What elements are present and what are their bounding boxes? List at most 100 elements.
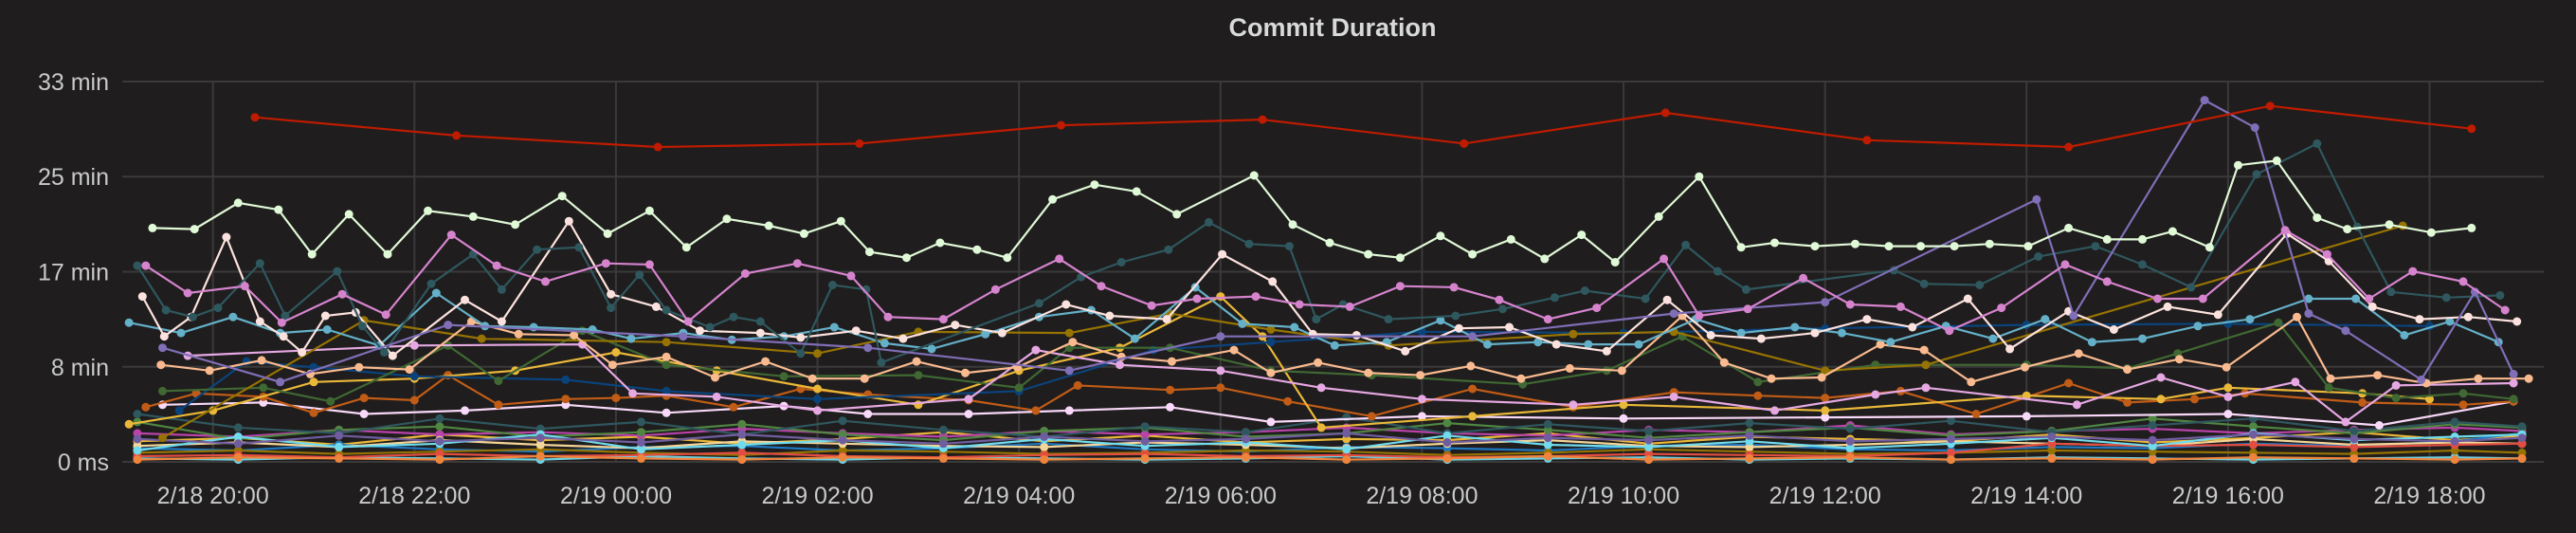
series-line [162, 321, 2514, 403]
data-point [2222, 362, 2231, 372]
data-point [737, 419, 747, 429]
data-point [2148, 414, 2157, 423]
data-point [846, 271, 856, 281]
data-point [1068, 338, 1078, 347]
data-point [2341, 417, 2350, 427]
data-point [1719, 358, 1729, 367]
data-point [1947, 434, 1955, 444]
data-point [452, 131, 462, 140]
data-point [133, 261, 142, 270]
data-point [494, 377, 503, 386]
x-tick-label: 2/19 06:00 [1165, 483, 1277, 509]
data-point [637, 438, 645, 447]
data-point [662, 305, 671, 315]
data-point [326, 396, 336, 406]
data-point [1395, 282, 1405, 291]
data-point [561, 395, 571, 404]
data-point [156, 360, 166, 370]
data-point [426, 279, 436, 288]
data-point [1988, 334, 1998, 343]
data-point [1073, 380, 1082, 390]
data-point [1947, 416, 1955, 426]
data-point [1896, 302, 1905, 311]
data-point [2313, 138, 2322, 148]
data-point [2005, 344, 2015, 354]
data-point [2517, 453, 2527, 463]
data-point [1460, 138, 1469, 148]
data-point [161, 305, 171, 315]
data-point [2272, 156, 2281, 165]
data-point [1468, 384, 1478, 394]
data-point [279, 332, 288, 341]
data-point [1821, 394, 1830, 403]
data-point [635, 270, 644, 280]
data-point [2156, 373, 2166, 382]
data-point [2365, 294, 2374, 303]
data-point [2234, 160, 2242, 170]
data-point [276, 377, 285, 387]
data-point [863, 410, 873, 418]
data-point [2223, 410, 2233, 418]
data-point [964, 410, 973, 418]
data-point [1845, 424, 1855, 433]
data-point [1662, 295, 1672, 304]
data-point [2032, 194, 2041, 204]
data-point [653, 142, 662, 152]
series-line [188, 342, 2514, 424]
data-point [1417, 412, 1426, 421]
data-point [159, 332, 169, 341]
data-point [1505, 322, 1514, 332]
y-tick-label: 17 min [38, 259, 109, 285]
data-point [298, 348, 307, 357]
data-point [2274, 318, 2283, 327]
data-point [2417, 375, 2426, 384]
data-point [1064, 366, 1074, 376]
data-point [309, 408, 318, 417]
data-point [2458, 277, 2468, 286]
data-point [2138, 260, 2147, 269]
data-point [1681, 240, 1691, 249]
data-point [2322, 249, 2331, 259]
data-point [1040, 432, 1049, 441]
series-line [162, 400, 2514, 427]
data-point [883, 312, 893, 322]
data-point [2450, 436, 2459, 446]
data-point [2450, 455, 2459, 465]
data-point [855, 138, 864, 148]
data-point [1040, 455, 1049, 465]
data-point [1241, 434, 1250, 444]
data-point [2343, 225, 2352, 234]
series [156, 311, 2533, 388]
data-point [1147, 301, 1156, 310]
series [133, 429, 2527, 449]
data-point [1745, 453, 1754, 463]
data-point [222, 232, 231, 242]
data-point [1862, 315, 1872, 324]
data-point [651, 302, 661, 311]
data-point [1401, 346, 1410, 356]
data-point [2495, 290, 2505, 300]
data-point [2022, 412, 2031, 421]
data-point [813, 349, 822, 358]
data-point [309, 377, 318, 387]
data-point [1266, 338, 1276, 347]
data-point [601, 259, 610, 268]
data-point [2249, 422, 2258, 432]
data-point [409, 372, 419, 381]
data-point [740, 269, 750, 278]
chart-title: Commit Duration [1228, 13, 1437, 42]
data-point [2391, 394, 2401, 403]
data-point [737, 448, 747, 457]
data-point [938, 425, 948, 434]
data-point [2324, 383, 2333, 393]
data-point [2445, 317, 2455, 326]
data-point [1533, 338, 1543, 347]
data-point [829, 322, 839, 332]
data-point [1325, 238, 1334, 248]
data-point [1821, 298, 1830, 307]
data-point [1821, 366, 1830, 376]
series-line [254, 104, 2472, 149]
data-point [255, 317, 264, 326]
data-point [851, 326, 861, 336]
data-point [359, 410, 369, 418]
